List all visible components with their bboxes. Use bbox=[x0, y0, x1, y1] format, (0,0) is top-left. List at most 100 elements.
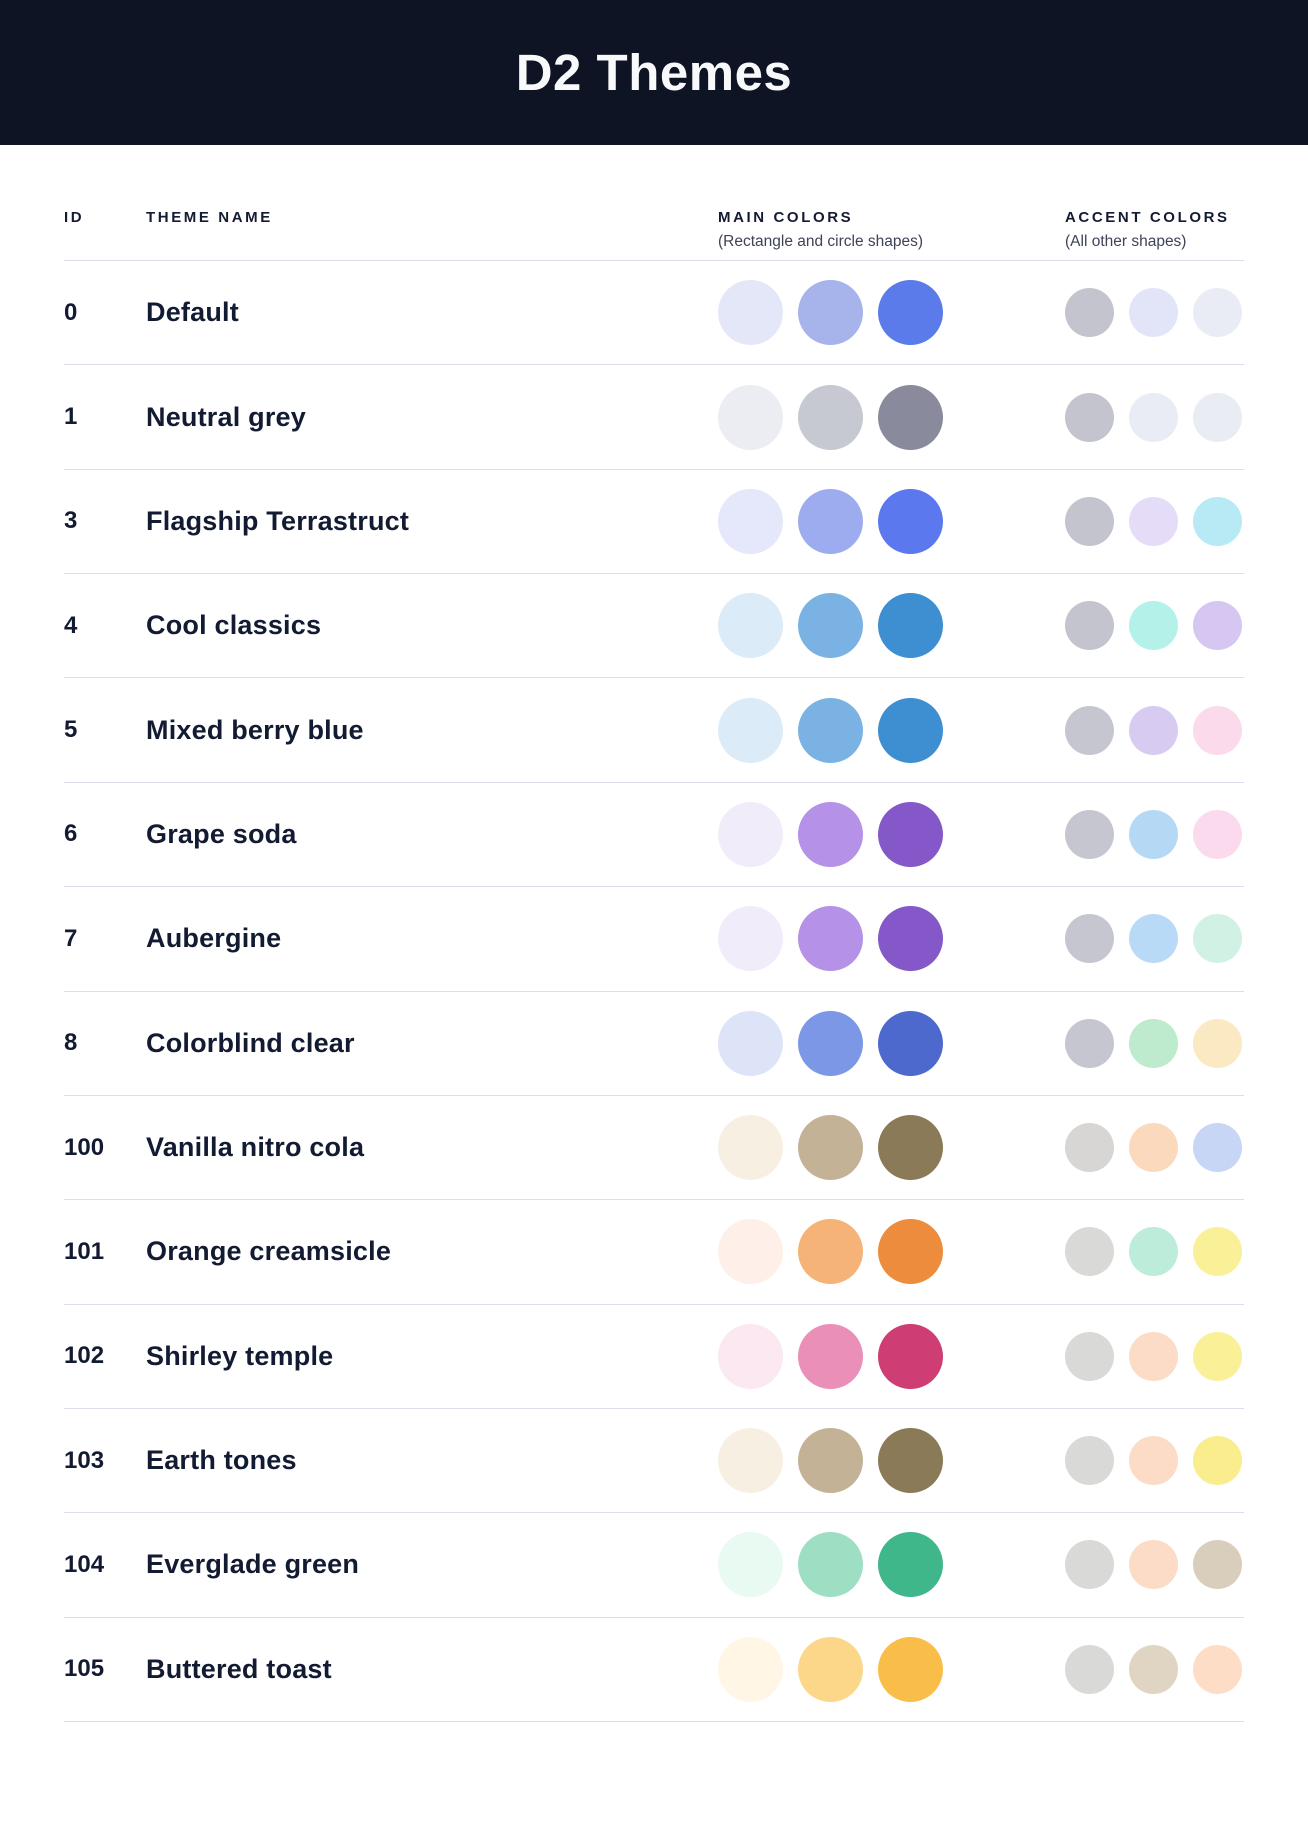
main-color-swatch bbox=[798, 697, 863, 763]
main-color-swatches bbox=[718, 1636, 943, 1702]
accent-color-swatch bbox=[1065, 392, 1114, 442]
theme-id: 105 bbox=[64, 1655, 105, 1683]
main-color-swatches bbox=[718, 1115, 943, 1181]
column-header-main-colors: MAIN COLORS (Rectangle and circle shapes… bbox=[718, 209, 942, 251]
main-color-swatch bbox=[798, 906, 863, 972]
page-header-banner: D2 Themes bbox=[0, 0, 1308, 145]
main-color-swatches bbox=[718, 801, 943, 867]
main-color-swatch bbox=[878, 384, 943, 450]
theme-name-column-label: THEME NAME bbox=[146, 209, 273, 226]
theme-name: Cool classics bbox=[146, 610, 322, 641]
accent-color-swatches bbox=[1065, 1540, 1244, 1590]
main-color-swatches bbox=[718, 488, 943, 554]
main-color-swatch bbox=[718, 801, 783, 867]
main-color-swatch bbox=[798, 1010, 863, 1076]
main-color-swatch bbox=[878, 488, 943, 554]
main-color-swatches bbox=[718, 697, 943, 763]
column-header-id: ID bbox=[64, 209, 146, 226]
theme-row: 8 Colorblind clear bbox=[64, 992, 1244, 1096]
accent-color-swatch bbox=[1065, 288, 1114, 338]
accent-color-swatches bbox=[1065, 1227, 1244, 1277]
main-color-swatch bbox=[798, 1219, 863, 1285]
accent-color-swatch bbox=[1065, 496, 1114, 546]
main-color-swatch bbox=[718, 1532, 783, 1598]
main-color-swatch bbox=[718, 280, 783, 346]
column-header-accent-colors: ACCENT COLORS (All other shapes) bbox=[1065, 209, 1244, 251]
theme-id: 8 bbox=[64, 1029, 78, 1057]
accent-color-swatch bbox=[1065, 1018, 1114, 1068]
theme-name: Shirley temple bbox=[146, 1340, 334, 1371]
theme-name: Neutral grey bbox=[146, 401, 306, 432]
main-colors-column-label: MAIN COLORS bbox=[718, 209, 854, 226]
theme-row: 7 Aubergine bbox=[64, 887, 1244, 992]
accent-color-swatch bbox=[1129, 601, 1178, 651]
theme-id: 102 bbox=[64, 1342, 105, 1370]
accent-color-swatch bbox=[1193, 809, 1242, 859]
theme-name: Everglade green bbox=[146, 1549, 360, 1580]
accent-color-swatch bbox=[1193, 1540, 1242, 1590]
main-color-swatch bbox=[718, 1115, 783, 1181]
accent-color-swatch bbox=[1129, 914, 1178, 964]
main-color-swatch bbox=[878, 906, 943, 972]
main-color-swatch bbox=[878, 280, 943, 346]
theme-name: Vanilla nitro cola bbox=[146, 1132, 365, 1163]
accent-color-swatch bbox=[1193, 496, 1242, 546]
accent-color-swatch bbox=[1129, 1331, 1178, 1381]
accent-color-swatch bbox=[1193, 1123, 1242, 1173]
main-color-swatch bbox=[718, 488, 783, 554]
accent-color-swatch bbox=[1129, 496, 1178, 546]
accent-color-swatches bbox=[1065, 1018, 1244, 1068]
main-color-swatch bbox=[798, 1115, 863, 1181]
theme-id: 101 bbox=[64, 1237, 105, 1265]
accent-color-swatch bbox=[1129, 1227, 1178, 1277]
accent-color-swatch bbox=[1129, 288, 1178, 338]
main-color-swatches bbox=[718, 906, 943, 972]
main-color-swatch bbox=[718, 1428, 783, 1494]
accent-color-swatch bbox=[1065, 601, 1114, 651]
theme-name: Buttered toast bbox=[146, 1653, 332, 1684]
main-color-swatch bbox=[798, 1428, 863, 1494]
accent-color-swatch bbox=[1193, 705, 1242, 755]
main-color-swatch bbox=[718, 1010, 783, 1076]
accent-color-swatches bbox=[1065, 914, 1244, 964]
accent-color-swatches bbox=[1065, 1331, 1244, 1381]
accent-color-swatch bbox=[1065, 1644, 1114, 1694]
theme-id: 100 bbox=[64, 1133, 105, 1161]
main-color-swatch bbox=[798, 280, 863, 346]
main-color-swatches bbox=[718, 1323, 943, 1389]
theme-row: 0 Default bbox=[64, 261, 1244, 366]
main-color-swatch bbox=[798, 1636, 863, 1702]
theme-id: 5 bbox=[64, 716, 78, 744]
accent-color-swatches bbox=[1065, 809, 1244, 859]
main-color-swatch bbox=[798, 1532, 863, 1598]
theme-id: 103 bbox=[64, 1446, 105, 1474]
accent-colors-column-label: ACCENT COLORS bbox=[1065, 209, 1230, 226]
theme-row: 6 Grape soda bbox=[64, 783, 1244, 888]
main-color-swatch bbox=[878, 1219, 943, 1285]
main-color-swatch bbox=[878, 801, 943, 867]
main-color-swatch bbox=[798, 593, 863, 659]
main-color-swatch bbox=[878, 1636, 943, 1702]
accent-color-swatches bbox=[1065, 496, 1244, 546]
theme-row: 103 Earth tones bbox=[64, 1409, 1244, 1514]
theme-id: 104 bbox=[64, 1550, 105, 1578]
accent-color-swatches bbox=[1065, 1123, 1244, 1173]
theme-row: 4 Cool classics bbox=[64, 574, 1244, 679]
theme-rows: 0 Default 1 Neutral grey 3 Flagship Terr… bbox=[64, 260, 1244, 1723]
theme-row: 104 Everglade green bbox=[64, 1513, 1244, 1618]
theme-id: 0 bbox=[64, 298, 78, 326]
main-color-swatch bbox=[718, 593, 783, 659]
theme-id: 1 bbox=[64, 403, 78, 431]
accent-color-swatch bbox=[1065, 1540, 1114, 1590]
main-color-swatch bbox=[798, 801, 863, 867]
main-color-swatch bbox=[878, 593, 943, 659]
accent-color-swatch bbox=[1065, 809, 1114, 859]
table-column-headers: ID THEME NAME MAIN COLORS (Rectangle and… bbox=[64, 209, 1244, 260]
accent-color-swatch bbox=[1065, 1227, 1114, 1277]
main-color-swatches bbox=[718, 384, 943, 450]
theme-id: 3 bbox=[64, 507, 78, 535]
main-color-swatch bbox=[878, 1010, 943, 1076]
accent-color-swatches bbox=[1065, 601, 1244, 651]
theme-row: 3 Flagship Terrastruct bbox=[64, 470, 1244, 575]
accent-color-swatch bbox=[1193, 1436, 1242, 1486]
